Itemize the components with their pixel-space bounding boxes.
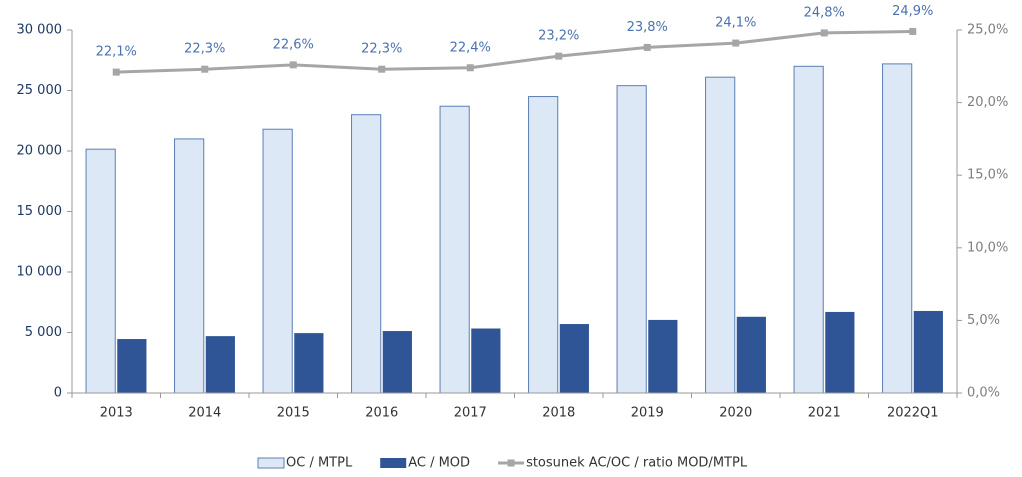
y-tick-label: 25 000 [17,83,63,98]
ratio-point [820,29,828,37]
data-label: 22,4% [450,40,491,55]
bar [825,311,855,393]
data-label: 22,6% [273,37,314,52]
ratio-line [116,29,913,74]
y2-tick-label: 15,0% [967,168,1008,183]
x-tick-label: 2016 [365,406,398,421]
legend-swatch [380,458,407,468]
bar [205,336,235,393]
bar [793,65,824,394]
ratio-point [732,39,740,47]
ratio-point [466,64,474,72]
y-tick-label: 20 000 [17,144,63,159]
x-tick-label: 2021 [808,406,841,421]
y2-tick-label: 25,0% [967,23,1008,38]
ratio-point [378,65,386,73]
ratio-point [112,68,120,76]
data-label: 22,1% [96,45,137,60]
ratio-point [643,43,651,51]
y2-tick-label: 0,0% [967,386,1000,401]
x-tick-label: 2022Q1 [887,406,939,421]
data-label: 22,3% [184,42,225,57]
bar [174,138,205,394]
y-tick-label: 30 000 [17,23,63,38]
bar [117,339,147,393]
data-label: 23,2% [538,29,579,44]
legend-swatch [257,457,285,469]
data-label: 24,1% [715,16,756,31]
y-tick-label: 15 000 [17,204,63,219]
bar [648,319,678,393]
bar [559,324,589,393]
data-label: 24,8% [804,5,845,20]
x-tick-label: 2019 [631,406,664,421]
y2-tick-label: 5,0% [967,313,1000,328]
bar [439,105,470,394]
y-tick-label: 0 [54,386,62,401]
bar [528,96,559,394]
bar [882,63,913,394]
data-label: 23,8% [627,20,668,35]
data-label: 24,9% [892,4,933,19]
x-tick-label: 2020 [719,406,752,421]
bar [736,316,766,393]
x-tick-label: 2014 [188,406,221,421]
bar [705,76,736,394]
data-label: 22,3% [361,42,402,57]
ratio-point [289,61,297,69]
legend-label: stosunek AC/OC / ratio MOD/MTPL [526,456,748,471]
legend-label: OC / MTPL [286,456,353,471]
x-tick-label: 2017 [454,406,487,421]
bar [262,128,293,394]
legend-label: AC / MOD [408,456,470,471]
legend-swatch [507,459,515,467]
bar [616,85,647,394]
y-tick-label: 10 000 [17,265,63,280]
bar [471,328,501,393]
x-tick-label: 2013 [100,406,133,421]
y-tick-label: 5 000 [25,325,62,340]
bar [294,333,324,393]
x-tick-label: 2015 [277,406,310,421]
ratio-point [555,52,563,60]
ratio-point [909,27,917,35]
bar [382,331,412,393]
y2-tick-label: 20,0% [967,95,1008,110]
x-tick-label: 2018 [542,406,575,421]
bar [913,310,943,393]
ratio-point [201,65,209,73]
bar [85,148,116,394]
bar [351,114,382,394]
y2-tick-label: 10,0% [967,240,1008,255]
